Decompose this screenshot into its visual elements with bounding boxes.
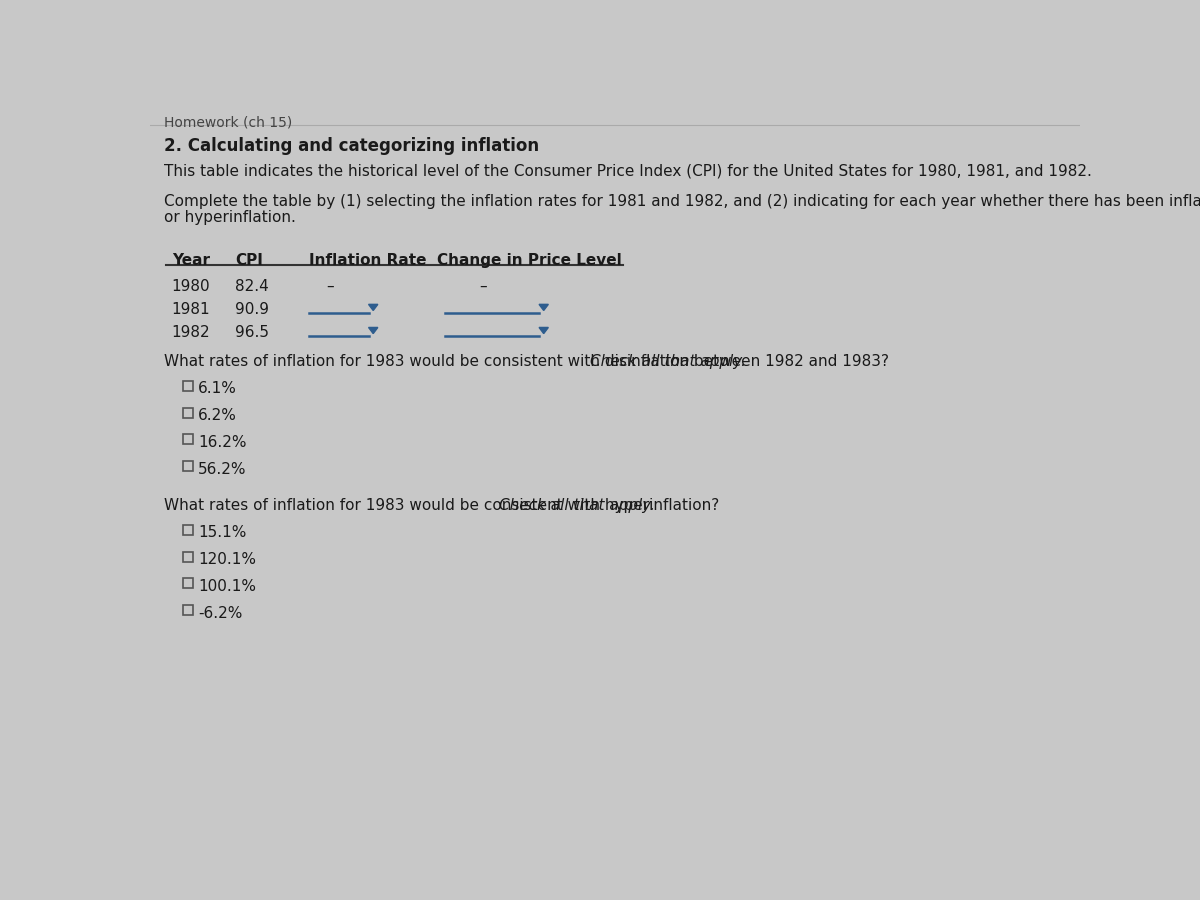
Polygon shape <box>368 328 378 334</box>
Text: Check all that apply.: Check all that apply. <box>590 355 746 369</box>
Text: 1981: 1981 <box>172 302 210 317</box>
Polygon shape <box>539 328 548 334</box>
Bar <box>182 552 193 562</box>
Polygon shape <box>368 304 378 310</box>
Text: 96.5: 96.5 <box>235 325 269 340</box>
Text: -6.2%: -6.2% <box>198 607 242 621</box>
Bar <box>182 408 193 418</box>
Polygon shape <box>539 304 548 310</box>
Text: 90.9: 90.9 <box>235 302 269 317</box>
Text: 1980: 1980 <box>172 279 210 294</box>
Text: What rates of inflation for 1983 would be consistent with hyperinflation?: What rates of inflation for 1983 would b… <box>164 499 724 513</box>
Text: 15.1%: 15.1% <box>198 526 246 540</box>
Text: CPI: CPI <box>235 253 263 268</box>
Text: What rates of inflation for 1983 would be consistent with disinflation between 1: What rates of inflation for 1983 would b… <box>164 355 894 369</box>
Bar <box>182 435 193 445</box>
Text: Year: Year <box>172 253 210 268</box>
Text: or hyperinflation.: or hyperinflation. <box>164 210 296 225</box>
Bar <box>182 579 193 589</box>
Text: 2. Calculating and categorizing inflation: 2. Calculating and categorizing inflatio… <box>164 138 539 156</box>
Text: 16.2%: 16.2% <box>198 436 246 450</box>
Text: –: – <box>479 279 487 294</box>
Text: 6.1%: 6.1% <box>198 382 236 396</box>
Text: 82.4: 82.4 <box>235 279 269 294</box>
Text: 120.1%: 120.1% <box>198 553 256 567</box>
Bar <box>182 381 193 391</box>
Text: Change in Price Level: Change in Price Level <box>437 253 622 268</box>
Bar <box>182 462 193 472</box>
Bar <box>182 525 193 535</box>
Text: This table indicates the historical level of the Consumer Price Index (CPI) for : This table indicates the historical leve… <box>164 164 1092 178</box>
Text: 6.2%: 6.2% <box>198 409 236 423</box>
Text: –: – <box>326 279 334 294</box>
Text: Homework (ch 15): Homework (ch 15) <box>164 116 293 130</box>
Text: Inflation Rate: Inflation Rate <box>308 253 426 268</box>
Text: Complete the table by (1) selecting the inflation rates for 1981 and 1982, and (: Complete the table by (1) selecting the … <box>164 194 1200 209</box>
Bar <box>182 606 193 616</box>
Text: 56.2%: 56.2% <box>198 463 246 477</box>
Text: 100.1%: 100.1% <box>198 580 256 594</box>
Text: 1982: 1982 <box>172 325 210 340</box>
Text: Check all that apply.: Check all that apply. <box>499 499 655 513</box>
